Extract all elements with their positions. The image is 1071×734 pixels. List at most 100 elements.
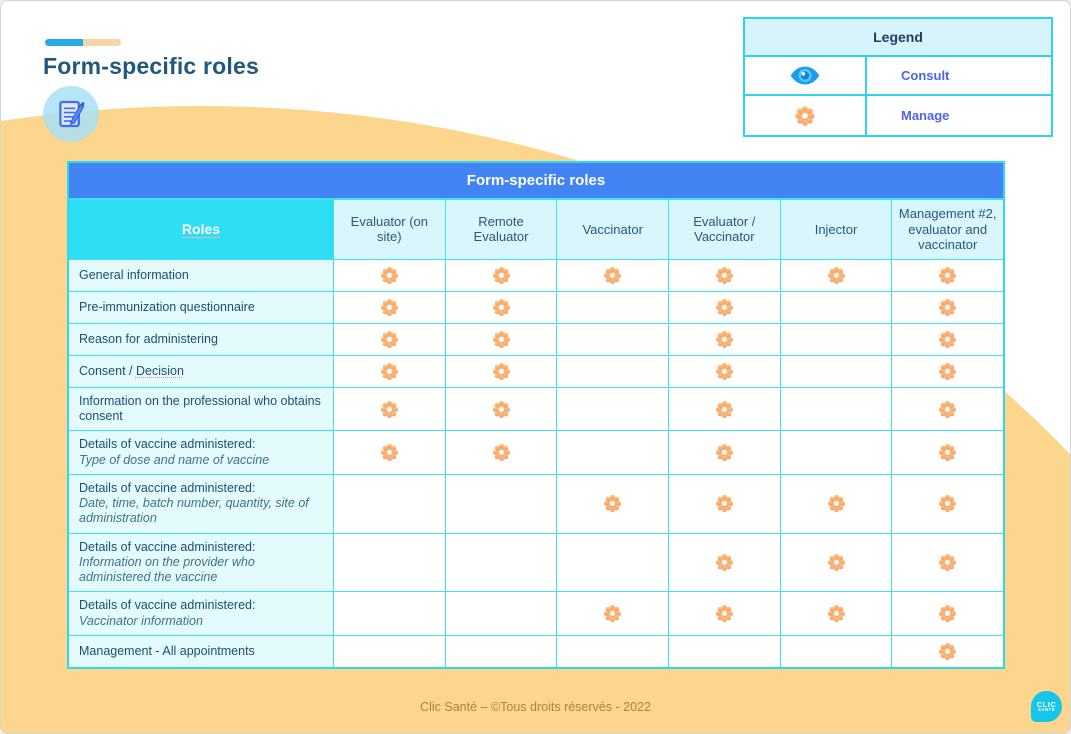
permission-cell xyxy=(891,291,1004,323)
manage-icon xyxy=(715,330,733,348)
permission-cell xyxy=(779,635,892,667)
row-label-text: Details of vaccine administered: xyxy=(79,480,256,495)
permission-cell xyxy=(444,323,557,355)
table-row: Details of vaccine administered: Date, ti… xyxy=(69,473,1004,533)
permission-cell xyxy=(891,592,1004,635)
manage-icon xyxy=(939,330,957,348)
manage-icon xyxy=(827,604,845,623)
table-row: Pre-immunization questionnaire xyxy=(69,290,1004,323)
eye-icon xyxy=(790,66,820,85)
permission-cell xyxy=(333,533,445,592)
row-label-text: Management - All appointments xyxy=(79,643,255,658)
permission-cell xyxy=(333,387,445,431)
permission-cell xyxy=(444,355,557,387)
accent-bar-tan xyxy=(83,39,121,46)
row-label: Information on the professional who obta… xyxy=(69,387,333,431)
manage-icon xyxy=(492,266,510,284)
manage-icon xyxy=(715,362,733,380)
permission-cell xyxy=(668,635,780,667)
permission-cell xyxy=(779,474,892,533)
permission-cell xyxy=(891,323,1004,355)
column-header: Management #2, evaluator and vaccinator xyxy=(891,200,1004,259)
permission-cell xyxy=(444,387,557,431)
permission-cell xyxy=(333,592,445,635)
permission-cell xyxy=(779,323,892,355)
permission-cell xyxy=(333,431,445,474)
manage-icon xyxy=(939,400,957,418)
permission-cell xyxy=(668,355,780,387)
manage-icon xyxy=(715,604,733,623)
row-label-text: Consent / Decision xyxy=(79,363,184,378)
permission-cell xyxy=(556,387,669,431)
table-row: Reason for administering xyxy=(69,322,1004,355)
roles-header-label: Roles xyxy=(181,221,221,238)
manage-icon xyxy=(939,495,957,513)
permission-cell xyxy=(556,592,669,635)
manage-icon xyxy=(604,604,622,623)
manage-icon xyxy=(715,495,733,513)
manage-icon xyxy=(492,298,510,316)
table-row: Management - All appointments xyxy=(69,634,1004,667)
clic-sante-logo: CLIC SANTÉ xyxy=(1031,691,1062,722)
permission-cell xyxy=(779,291,892,323)
column-header: Evaluator / Vaccinator xyxy=(668,200,780,259)
permission-cell xyxy=(891,387,1004,431)
manage-icon xyxy=(380,298,398,316)
row-label: Details of vaccine administered: Vaccinat… xyxy=(69,592,333,635)
permission-cell xyxy=(891,533,1004,592)
permission-cell xyxy=(556,474,669,533)
manage-icon xyxy=(380,362,398,380)
permission-cell xyxy=(556,533,669,592)
copyright-footer: Clic Santé – ©Tous droits réservés - 202… xyxy=(420,700,651,714)
table-body: General information Pre-immunization ques… xyxy=(69,258,1004,667)
table-row: Information on the professional who obta… xyxy=(69,386,1004,431)
permission-cell xyxy=(556,291,669,323)
page-title: Form-specific roles xyxy=(43,53,259,79)
permission-cell xyxy=(444,533,557,592)
permission-cell xyxy=(779,259,892,291)
manage-icon xyxy=(492,362,510,380)
manage-icon xyxy=(380,443,398,462)
manage-icon xyxy=(827,553,845,571)
manage-icon xyxy=(492,400,510,418)
permission-cell xyxy=(668,431,780,474)
permission-cell xyxy=(333,355,445,387)
row-label-text: Details of vaccine administered: xyxy=(79,437,256,452)
legend-row: Manage xyxy=(745,96,1051,135)
column-header: Vaccinator xyxy=(556,200,669,259)
permission-cell xyxy=(556,431,669,474)
manage-icon xyxy=(827,266,845,284)
manage-icon xyxy=(604,266,622,284)
manage-icon xyxy=(715,266,733,284)
document-pencil-icon xyxy=(43,86,99,142)
roles-column-header: Roles xyxy=(69,200,333,259)
manage-icon xyxy=(492,443,510,462)
legend-item-label: Manage xyxy=(901,108,950,123)
row-label: Details of vaccine administered: Date, ti… xyxy=(69,474,333,533)
row-sublabel: Information on the provider who administ… xyxy=(79,554,255,585)
permission-cell xyxy=(444,635,557,667)
accent-bar xyxy=(45,39,121,46)
row-label-text: Pre-immunization questionnaire xyxy=(79,299,255,314)
manage-icon xyxy=(939,604,957,623)
table-header-row: Roles Evaluator (on site) Remote Evaluato… xyxy=(69,198,1004,259)
permission-cell xyxy=(891,635,1004,667)
permission-cell xyxy=(556,355,669,387)
permission-cell xyxy=(333,259,445,291)
permission-cell xyxy=(891,474,1004,533)
manage-icon xyxy=(795,105,815,126)
table-row: Details of vaccine administered: Vaccinat… xyxy=(69,591,1004,635)
manage-icon xyxy=(715,443,733,462)
permission-cell xyxy=(444,592,557,635)
row-label: Pre-immunization questionnaire xyxy=(69,291,333,323)
manage-icon xyxy=(939,362,957,380)
form-specific-roles-table: Form-specific roles Roles Evaluator (on … xyxy=(67,161,1005,669)
table-row: Details of vaccine administered: Informat… xyxy=(69,532,1004,592)
permission-cell xyxy=(668,291,780,323)
logo-line2: SANTÉ xyxy=(1037,707,1056,712)
manage-icon xyxy=(380,266,398,284)
permission-cell xyxy=(444,474,557,533)
legend: Legend Consult Manage xyxy=(743,17,1053,137)
row-label: Details of vaccine administered: Type of … xyxy=(69,431,333,474)
